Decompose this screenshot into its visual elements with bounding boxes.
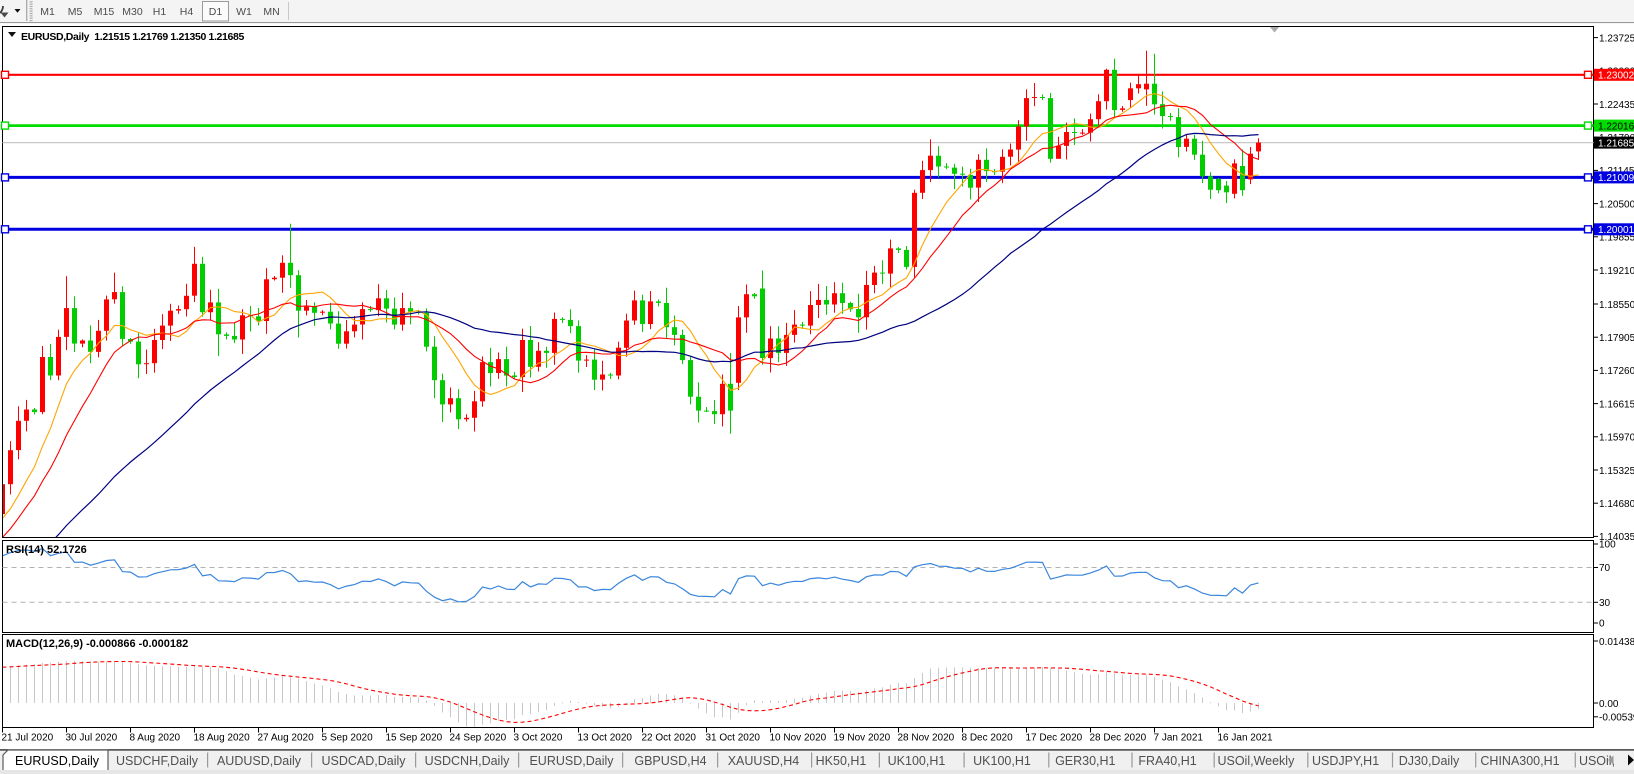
svg-text:USDCNH,Daily: USDCNH,Daily: [425, 754, 510, 768]
svg-text:1.22016: 1.22016: [1598, 121, 1634, 132]
svg-text:100: 100: [1599, 540, 1616, 551]
svg-text:UK100,H1: UK100,H1: [888, 754, 946, 768]
svg-text:16 Jan 2021: 16 Jan 2021: [1218, 733, 1273, 744]
svg-text:22 Oct 2020: 22 Oct 2020: [642, 733, 697, 744]
svg-text:M1: M1: [40, 6, 55, 18]
svg-text:15 Sep 2020: 15 Sep 2020: [386, 733, 443, 744]
svg-text:8 Dec 2020: 8 Dec 2020: [962, 733, 1014, 744]
svg-text:HK50,H1: HK50,H1: [816, 754, 867, 768]
svg-text:EURUSD,Daily 1.21515 1.21769: EURUSD,Daily 1.21515 1.21769 1.21350 1.2…: [21, 31, 245, 43]
svg-text:1.22435: 1.22435: [1599, 100, 1634, 111]
svg-text:H1: H1: [153, 6, 167, 18]
svg-text:GBPUSD,H4: GBPUSD,H4: [634, 754, 706, 768]
svg-text:1.20500: 1.20500: [1599, 199, 1634, 210]
svg-text:-0.00539: -0.00539: [1599, 713, 1634, 724]
svg-text:CHINA300,H1: CHINA300,H1: [1480, 754, 1559, 768]
svg-text:1.19855: 1.19855: [1599, 233, 1634, 244]
svg-text:1.19210: 1.19210: [1599, 266, 1634, 277]
svg-text:M5: M5: [68, 6, 83, 18]
svg-text:8 Aug 2020: 8 Aug 2020: [130, 733, 181, 744]
svg-text:30: 30: [1599, 598, 1611, 609]
svg-text:1.14680: 1.14680: [1599, 499, 1634, 510]
svg-text:1.21685: 1.21685: [1598, 138, 1634, 149]
svg-text:70: 70: [1599, 563, 1611, 574]
svg-text:1.15325: 1.15325: [1599, 466, 1634, 477]
svg-text:3 Oct 2020: 3 Oct 2020: [514, 733, 563, 744]
svg-text:1.14035: 1.14035: [1599, 532, 1634, 543]
svg-text:1.21009: 1.21009: [1598, 173, 1634, 184]
svg-text:EURUSD,Daily: EURUSD,Daily: [15, 754, 100, 768]
svg-text:DJ30,Daily: DJ30,Daily: [1399, 754, 1460, 768]
svg-text:MN: MN: [263, 6, 279, 18]
svg-text:USOil,Weekly: USOil,Weekly: [1217, 754, 1295, 768]
svg-text:XAUUSD,H4: XAUUSD,H4: [728, 754, 800, 768]
svg-text:GER30,H1: GER30,H1: [1055, 754, 1115, 768]
svg-text:M30: M30: [122, 6, 143, 18]
svg-text:AUDUSD,Daily: AUDUSD,Daily: [217, 754, 302, 768]
svg-text:1.23002: 1.23002: [1598, 71, 1634, 82]
svg-text:13 Oct 2020: 13 Oct 2020: [578, 733, 633, 744]
svg-text:27 Aug 2020: 27 Aug 2020: [258, 733, 315, 744]
svg-text:USOil,: USOil,: [1579, 754, 1615, 768]
svg-text:M15: M15: [94, 6, 115, 18]
svg-text:0.014384: 0.014384: [1599, 637, 1634, 648]
svg-text:USDCHF,Daily: USDCHF,Daily: [116, 754, 199, 768]
svg-text:1.17905: 1.17905: [1599, 333, 1634, 344]
svg-text:10 Nov 2020: 10 Nov 2020: [770, 733, 827, 744]
svg-text:H4: H4: [180, 6, 194, 18]
svg-text:19 Nov 2020: 19 Nov 2020: [834, 733, 891, 744]
svg-text:30 Jul 2020: 30 Jul 2020: [66, 733, 118, 744]
svg-text:31 Oct 2020: 31 Oct 2020: [706, 733, 761, 744]
svg-text:W1: W1: [236, 6, 252, 18]
svg-text:1.15970: 1.15970: [1599, 433, 1634, 444]
svg-text:17 Dec 2020: 17 Dec 2020: [1026, 733, 1083, 744]
svg-text:28 Nov 2020: 28 Nov 2020: [898, 733, 955, 744]
svg-text:FRA40,H1: FRA40,H1: [1138, 754, 1196, 768]
svg-text:UK100,H1: UK100,H1: [973, 754, 1031, 768]
svg-text:USDJPY,H1: USDJPY,H1: [1312, 754, 1379, 768]
svg-text:18 Aug 2020: 18 Aug 2020: [194, 733, 251, 744]
svg-text:0.00: 0.00: [1599, 699, 1619, 710]
svg-text:USDCAD,Daily: USDCAD,Daily: [321, 754, 406, 768]
svg-text:D1: D1: [209, 6, 223, 18]
svg-text:1.23725: 1.23725: [1599, 33, 1634, 44]
svg-text:MACD(12,26,9) -0.000866 -0.000: MACD(12,26,9) -0.000866 -0.000182: [6, 638, 188, 650]
svg-text:28 Dec 2020: 28 Dec 2020: [1090, 733, 1147, 744]
svg-text:0: 0: [1599, 619, 1605, 630]
svg-text:1.16615: 1.16615: [1599, 399, 1634, 410]
svg-text:1.18550: 1.18550: [1599, 300, 1634, 311]
svg-text:5 Sep 2020: 5 Sep 2020: [322, 733, 374, 744]
svg-text:EURUSD,Daily: EURUSD,Daily: [529, 754, 614, 768]
svg-text:1.17260: 1.17260: [1599, 366, 1634, 377]
svg-text:RSI(14) 52.1726: RSI(14) 52.1726: [6, 544, 87, 556]
svg-text:1.20001: 1.20001: [1598, 225, 1634, 236]
svg-text:21 Jul 2020: 21 Jul 2020: [2, 733, 54, 744]
svg-text:7 Jan 2021: 7 Jan 2021: [1154, 733, 1204, 744]
svg-text:24 Sep 2020: 24 Sep 2020: [450, 733, 507, 744]
